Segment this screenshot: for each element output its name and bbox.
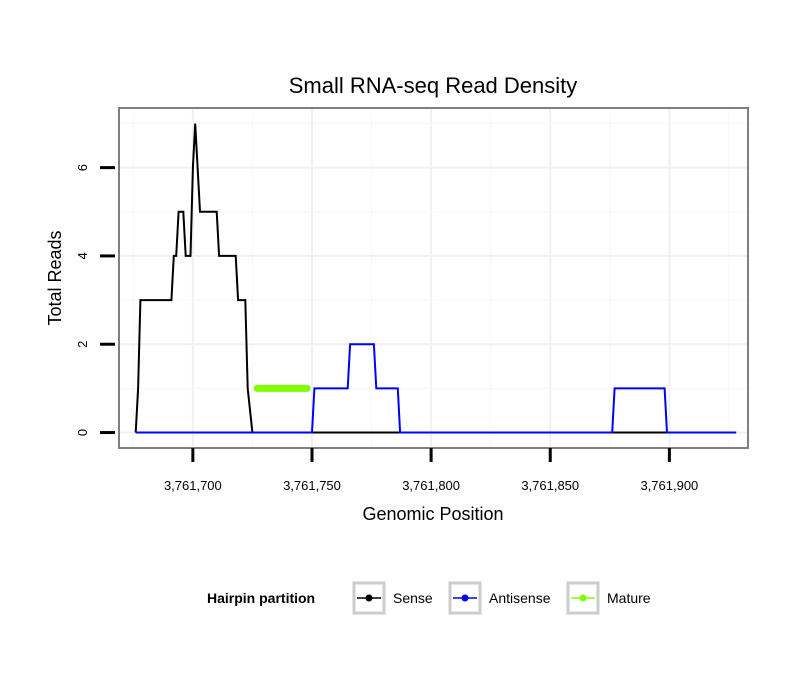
y-tick-label-1: 2 (75, 341, 90, 348)
x-tick-label-3: 3,761,850 (521, 478, 579, 493)
legend-entry-mature: Mature (566, 581, 651, 615)
legend-label-mature: Mature (607, 590, 651, 606)
series-line-antisense (135, 343, 737, 434)
x-axis: 3,761,700 3,761,750 3,761,800 3,761,850 3,76… (164, 448, 698, 493)
y-tick-label-2: 4 (75, 252, 90, 259)
series-line-sense (134, 123, 737, 434)
x-axis-label: Genomic Position (362, 504, 503, 524)
plot-background (119, 108, 748, 448)
legend-label-sense: Sense (393, 590, 433, 606)
y-tick-label-3: 6 (75, 164, 90, 171)
y-axis: 0 2 4 6 (75, 164, 115, 436)
legend: Hairpin partition Sense Antisense Mature (207, 581, 651, 615)
legend-title: Hairpin partition (207, 590, 315, 606)
y-tick-label-0: 0 (75, 429, 90, 436)
legend-point-sense (365, 594, 373, 602)
legend-label-antisense: Antisense (489, 590, 551, 606)
x-tick-label-1: 3,761,750 (283, 478, 341, 493)
x-tick-label-0: 3,761,700 (164, 478, 222, 493)
legend-point-antisense (461, 594, 469, 602)
legend-entry-sense: Sense (352, 581, 433, 615)
chart-title: Small RNA-seq Read Density (289, 73, 578, 98)
x-tick-label-2: 3,761,800 (402, 478, 460, 493)
legend-entry-antisense: Antisense (448, 581, 551, 615)
y-axis-label: Total Reads (45, 230, 65, 325)
plot-area (118, 107, 749, 449)
x-tick-label-4: 3,761,900 (640, 478, 698, 493)
plot-border (118, 107, 749, 449)
legend-point-mature (579, 594, 587, 602)
